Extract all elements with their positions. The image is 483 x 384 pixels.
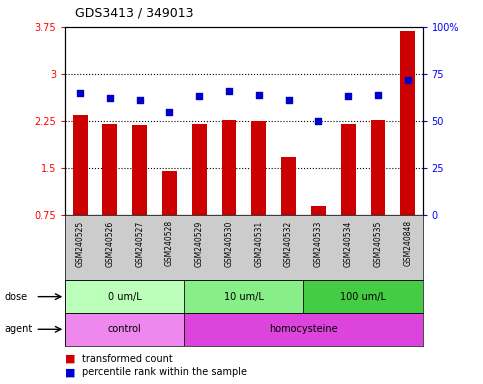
Text: agent: agent xyxy=(5,324,33,334)
Point xyxy=(374,91,382,98)
Bar xyxy=(185,313,423,346)
Text: transformed count: transformed count xyxy=(82,354,173,364)
Text: ■: ■ xyxy=(65,354,76,364)
Bar xyxy=(222,120,237,215)
Bar xyxy=(192,124,207,215)
Text: GSM240525: GSM240525 xyxy=(76,220,85,266)
Text: homocysteine: homocysteine xyxy=(269,324,338,334)
Bar xyxy=(400,31,415,215)
Point xyxy=(404,76,412,83)
Point xyxy=(166,108,173,114)
Text: GDS3413 / 349013: GDS3413 / 349013 xyxy=(75,6,193,19)
Text: GSM240529: GSM240529 xyxy=(195,220,204,266)
Text: GSM240532: GSM240532 xyxy=(284,220,293,266)
Bar xyxy=(311,206,326,215)
Text: GSM240534: GSM240534 xyxy=(344,220,353,266)
Point xyxy=(136,97,143,103)
Text: GSM240530: GSM240530 xyxy=(225,220,233,266)
Text: GSM240527: GSM240527 xyxy=(135,220,144,266)
Bar xyxy=(341,124,355,215)
Bar xyxy=(132,125,147,215)
Bar xyxy=(72,115,87,215)
Text: GSM240848: GSM240848 xyxy=(403,220,412,266)
Text: 10 um/L: 10 um/L xyxy=(224,291,264,302)
Point xyxy=(106,95,114,101)
Bar xyxy=(65,280,185,313)
Text: GSM240531: GSM240531 xyxy=(255,220,263,266)
Bar xyxy=(162,171,177,215)
Bar xyxy=(370,120,385,215)
Text: 100 um/L: 100 um/L xyxy=(340,291,386,302)
Text: GSM240533: GSM240533 xyxy=(314,220,323,266)
Bar xyxy=(303,280,423,313)
Bar xyxy=(185,280,303,313)
Bar xyxy=(65,313,185,346)
Point xyxy=(255,91,263,98)
Text: dose: dose xyxy=(5,291,28,302)
Text: GSM240528: GSM240528 xyxy=(165,220,174,266)
Point xyxy=(314,118,322,124)
Text: percentile rank within the sample: percentile rank within the sample xyxy=(82,367,247,377)
Point xyxy=(285,97,293,103)
Point xyxy=(76,90,84,96)
Text: GSM240526: GSM240526 xyxy=(105,220,114,266)
Point xyxy=(195,93,203,99)
Point xyxy=(225,88,233,94)
Text: ■: ■ xyxy=(65,367,76,377)
Text: 0 um/L: 0 um/L xyxy=(108,291,142,302)
Bar xyxy=(281,157,296,215)
Bar xyxy=(251,121,266,215)
Text: control: control xyxy=(108,324,142,334)
Text: GSM240535: GSM240535 xyxy=(373,220,383,266)
Bar xyxy=(102,124,117,215)
Point xyxy=(344,93,352,99)
